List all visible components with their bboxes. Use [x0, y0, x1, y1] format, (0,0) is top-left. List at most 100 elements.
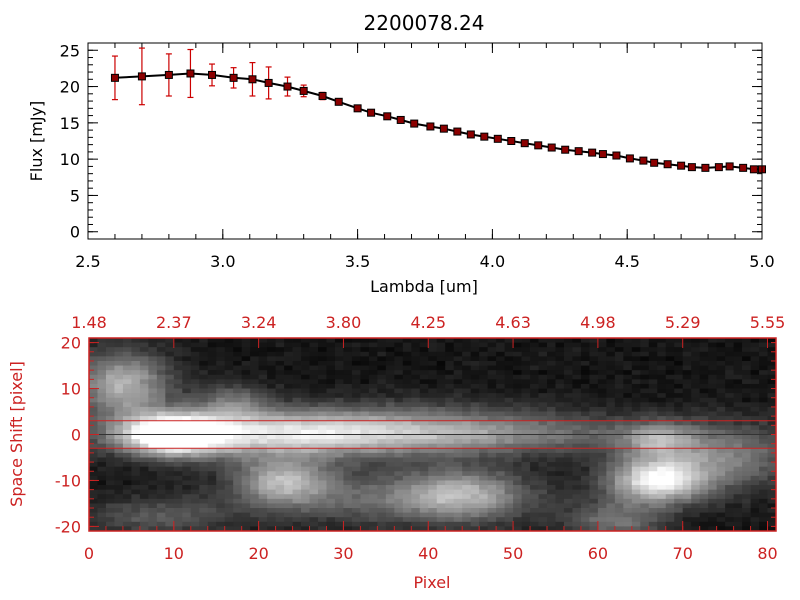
heatmap-cell	[436, 512, 446, 518]
heatmap-cell	[699, 420, 709, 426]
heatmap-cell	[487, 416, 497, 422]
heatmap-cell	[479, 342, 489, 348]
heatmap-cell	[623, 466, 633, 472]
heatmap-cell	[436, 393, 446, 399]
heatmap-cell	[547, 457, 556, 463]
heatmap-cell	[606, 338, 616, 343]
heatmap-cell	[580, 383, 590, 389]
heatmap-cell	[691, 393, 701, 399]
heatmap-cell	[572, 402, 582, 408]
heatmap-cell	[572, 494, 582, 500]
heatmap-cell	[258, 485, 268, 491]
heatmap-cell	[97, 420, 107, 426]
heatmap-cell	[640, 406, 650, 412]
heatmap-cell	[326, 388, 336, 394]
heatmap-cell	[767, 379, 777, 385]
heatmap-cell	[530, 338, 539, 343]
heatmap-cell	[318, 429, 327, 435]
heatmap-cell	[538, 494, 548, 500]
heatmap-cell	[470, 480, 480, 486]
heatmap-cell	[470, 360, 480, 366]
heatmap-cell	[284, 485, 293, 491]
heatmap-cell	[563, 347, 573, 353]
heatmap-cell	[139, 457, 149, 463]
heatmap-cell	[623, 393, 633, 399]
heatmap-cell	[351, 489, 361, 495]
heatmap-cell	[267, 489, 276, 495]
heatmap-cell	[309, 471, 319, 477]
heatmap-cell	[665, 471, 675, 477]
heatmap-cell	[496, 411, 505, 417]
heatmap-cell	[250, 466, 260, 472]
heatmap-cell	[360, 521, 370, 527]
heatmap-cell	[436, 351, 446, 357]
heatmap-cell	[589, 342, 599, 348]
heatmap-cell	[301, 397, 310, 403]
heatmap-cell	[479, 489, 489, 495]
heatmap-cell	[631, 379, 641, 385]
heatmap-cell	[733, 383, 743, 389]
heatmap-cell	[190, 434, 200, 440]
heatmap-cell	[648, 452, 658, 458]
heatmap-cell	[597, 526, 607, 532]
heatmap-cell	[623, 471, 633, 477]
heatmap-cell	[589, 489, 599, 495]
heatmap-cell	[521, 503, 531, 509]
heatmap-cell	[233, 480, 243, 486]
heatmap-cell	[572, 356, 582, 362]
heatmap-cell	[156, 494, 166, 500]
heatmap-cell	[428, 439, 438, 445]
heatmap-cell	[114, 521, 124, 527]
flux-point	[137, 72, 146, 81]
heatmap-cell	[233, 471, 243, 477]
heatmap-cell	[224, 383, 234, 389]
heatmap-cell	[623, 411, 633, 417]
flux-point	[229, 73, 238, 82]
heatmap-cell	[165, 411, 175, 417]
heatmap-cell	[470, 448, 480, 454]
heatmap-cell	[674, 360, 684, 366]
heatmap-cell	[156, 360, 166, 366]
heatmap-cell	[318, 347, 327, 353]
heatmap-cell	[640, 388, 650, 394]
heatmap-cell	[750, 434, 760, 440]
heatmap-cell	[343, 439, 353, 445]
heatmap-cell	[122, 393, 132, 399]
heatmap-cell	[122, 521, 132, 527]
heatmap-cell	[750, 443, 760, 449]
heatmap-cell	[716, 338, 726, 343]
heatmap-cell	[767, 485, 777, 491]
flux-point	[663, 160, 672, 169]
heatmap-cell	[691, 416, 701, 422]
heatmap-cell	[640, 370, 650, 376]
heatmap-cell	[530, 485, 539, 491]
heatmap-cell	[580, 365, 590, 371]
heatmap-cell	[597, 503, 607, 509]
heatmap-cell	[207, 383, 217, 389]
heatmap-cell	[199, 342, 209, 348]
heatmap-cell	[241, 397, 251, 403]
heatmap-cell	[182, 365, 192, 371]
heatmap-cell	[631, 365, 641, 371]
heatmap-cell	[148, 402, 158, 408]
heatmap-cell	[199, 448, 209, 454]
heatmap-cell	[284, 406, 293, 412]
heatmap-cell	[674, 397, 684, 403]
heatmap-cell	[479, 356, 489, 362]
heatmap-cell	[597, 452, 607, 458]
heatmap-cell	[453, 411, 463, 417]
heatmap-cell	[470, 517, 480, 523]
heatmap-cell	[436, 342, 446, 348]
heatmap-cell	[250, 429, 260, 435]
heatmap-cell	[224, 494, 234, 500]
heatmap-cell	[445, 370, 455, 376]
heatmap-cell	[224, 411, 234, 417]
heatmap-cell	[640, 485, 650, 491]
heatmap-cell	[173, 388, 183, 394]
heatmap-cell	[606, 406, 616, 412]
heatmap-cell	[267, 393, 276, 399]
heatmap-cell	[614, 466, 624, 472]
heatmap-cell	[555, 457, 565, 463]
heatmap-cell	[479, 370, 489, 376]
heatmap-cell	[725, 402, 734, 408]
